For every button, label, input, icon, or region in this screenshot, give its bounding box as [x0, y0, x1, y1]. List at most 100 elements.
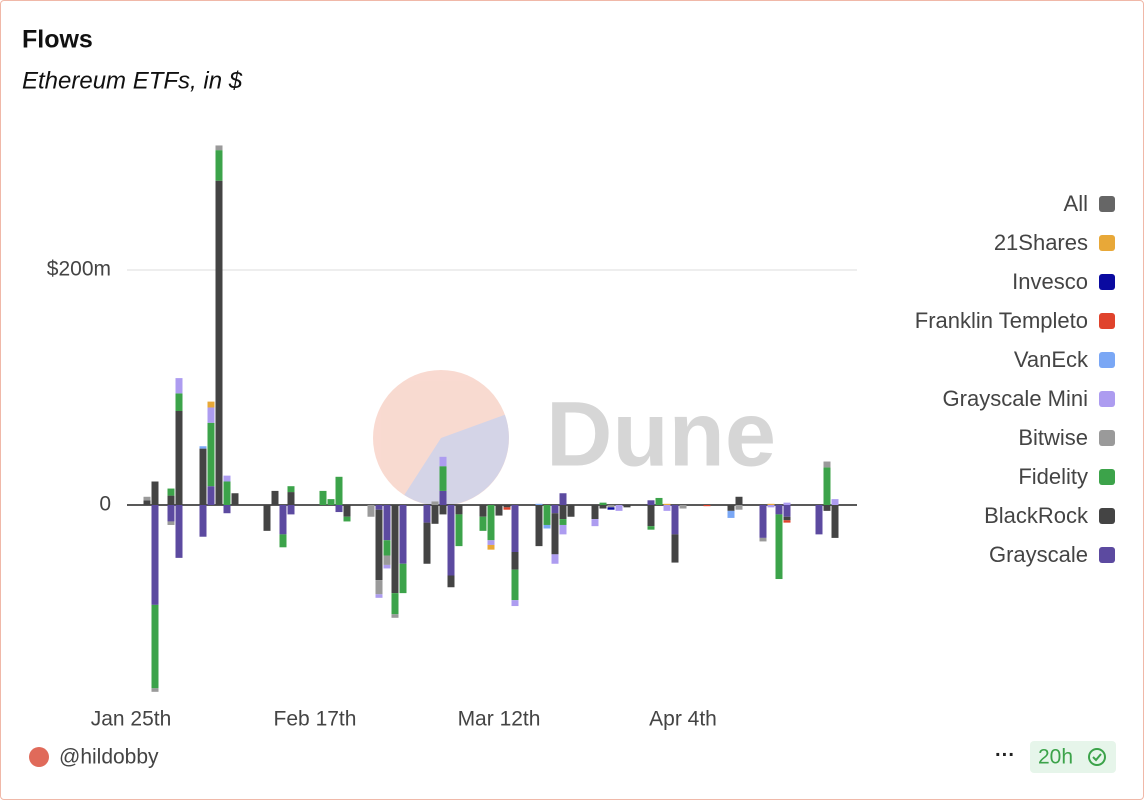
bar-segment	[199, 505, 207, 537]
x-tick-label: Mar 12th	[458, 708, 541, 731]
bar-segment	[727, 510, 735, 518]
bar-segment	[383, 555, 391, 565]
legend-label: Bitwise	[1018, 425, 1088, 450]
bar-segment	[727, 505, 735, 511]
legend-label: All	[1064, 191, 1088, 216]
bar-segment	[279, 505, 287, 535]
bar-segment	[423, 505, 431, 523]
bar-segment	[535, 503, 543, 505]
bar-segment	[599, 502, 607, 505]
bar-segment	[783, 502, 791, 505]
bar-segment	[167, 521, 175, 525]
freshness-text: 20h	[1038, 746, 1073, 769]
bar-segment	[759, 505, 767, 538]
y-tick-label: 0	[99, 493, 111, 516]
bar-segment	[287, 505, 295, 515]
bar-segment	[151, 481, 159, 505]
watermark-text: Dune	[546, 383, 776, 485]
legend-label: Franklin Templeto	[915, 308, 1088, 333]
bar-segment	[783, 520, 791, 523]
bar-segment	[735, 505, 743, 510]
legend-swatch	[1099, 391, 1115, 407]
bar-segment	[487, 540, 495, 545]
bar-segment	[511, 569, 519, 601]
bar-segment	[775, 505, 783, 515]
user-name[interactable]: @hildobby	[59, 746, 159, 769]
bar-segment	[175, 393, 183, 411]
bar-segment	[207, 422, 215, 487]
legend-label: VanEck	[1014, 347, 1089, 372]
bar-segment	[607, 507, 615, 510]
bar-segment	[167, 505, 175, 522]
bar-segment	[559, 524, 567, 535]
legend-swatch	[1099, 508, 1115, 524]
bar-segment	[559, 505, 567, 520]
bar-segment	[551, 505, 559, 514]
watermark: Dune	[373, 370, 776, 506]
legend-swatch	[1099, 196, 1115, 212]
bar-segment	[447, 575, 455, 588]
bar-segment	[175, 378, 183, 394]
bar-segment	[231, 493, 239, 505]
bar-segment	[551, 554, 559, 564]
legend-swatch	[1099, 547, 1115, 563]
bar-segment	[543, 524, 551, 529]
bar-segment	[823, 505, 831, 511]
bar-segment	[479, 505, 487, 517]
bar-segment	[335, 505, 343, 513]
bar-segment	[591, 505, 599, 520]
bar-segment	[479, 516, 487, 531]
bar-segment	[151, 688, 159, 692]
bar-segment	[223, 475, 231, 482]
more-icon[interactable]: ···	[995, 744, 1015, 766]
bar-segment	[439, 456, 447, 467]
bar-segment	[175, 411, 183, 505]
bar-segment	[487, 544, 495, 550]
bar-segment	[383, 540, 391, 556]
bar-segment	[679, 505, 687, 509]
bar-segment	[735, 496, 743, 505]
bar-segment	[399, 563, 407, 594]
bar-segment	[207, 401, 215, 408]
bar-segment	[335, 476, 343, 505]
legend-label: Grayscale Mini	[943, 386, 1088, 411]
bar-segment	[223, 481, 231, 505]
bar-segment	[831, 505, 839, 538]
bar-segment	[343, 516, 351, 522]
bar-segment	[199, 448, 207, 505]
bar-segment	[647, 505, 655, 527]
bar-segment	[439, 490, 447, 505]
bar-segment	[319, 490, 327, 505]
chart-title: Flows	[22, 26, 93, 54]
bar-segment	[215, 180, 223, 505]
bar-segment	[655, 497, 663, 505]
bar-segment	[783, 516, 791, 521]
bar-segment	[671, 505, 679, 535]
bar-segment	[431, 501, 439, 505]
bar-segment	[391, 505, 399, 594]
bar-segment	[615, 505, 623, 511]
bar-segment	[143, 500, 151, 505]
bar-segment	[831, 499, 839, 505]
bar-segment	[775, 514, 783, 580]
bar-segment	[343, 505, 351, 517]
x-tick-label: Jan 25th	[91, 708, 172, 731]
bar-segment	[759, 537, 767, 542]
legend-swatch	[1099, 430, 1115, 446]
watermark-logo-slice	[404, 414, 509, 506]
bar-segment	[215, 145, 223, 151]
bar-segment	[823, 461, 831, 468]
bar-segment	[151, 604, 159, 689]
bar-segment	[623, 505, 631, 508]
bar-segment	[287, 492, 295, 505]
bar-segment	[391, 593, 399, 615]
bar-segment	[455, 514, 463, 547]
bar-segment	[263, 505, 271, 531]
bar-segment	[375, 509, 383, 581]
bar-segment	[663, 505, 671, 511]
check-mark	[1092, 753, 1102, 762]
bar-segment	[647, 500, 655, 505]
bar-segment	[391, 614, 399, 618]
